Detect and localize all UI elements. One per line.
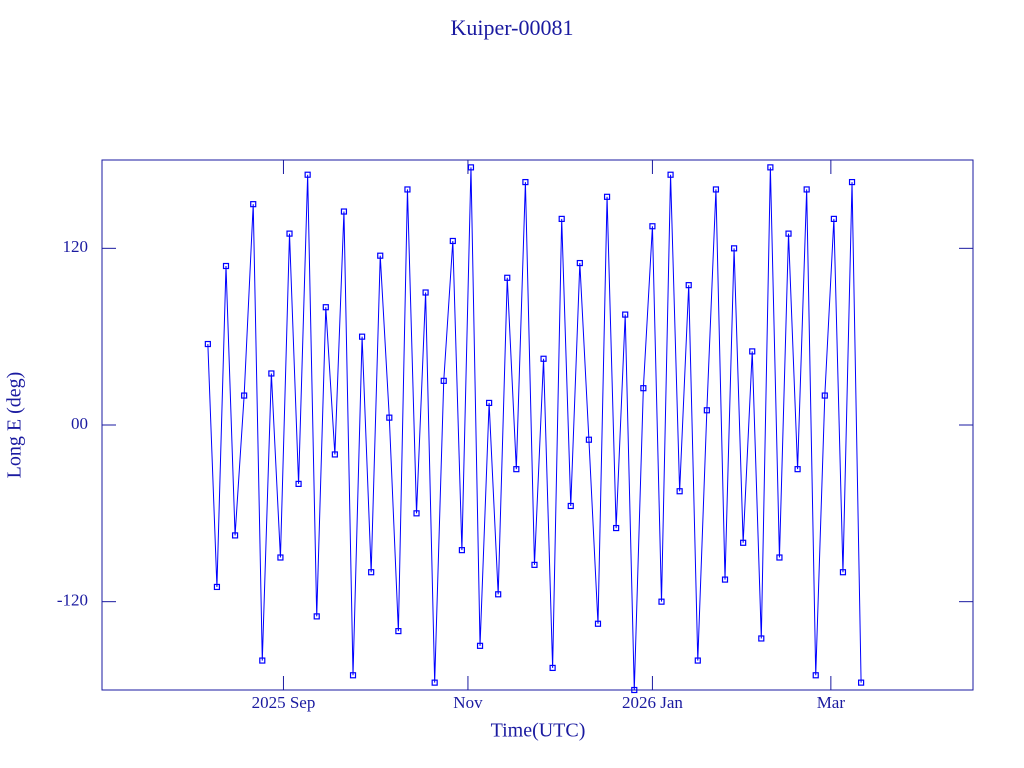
data-point xyxy=(358,333,366,340)
data-point xyxy=(495,591,502,598)
data-point xyxy=(567,502,574,510)
y-tick-label: 00 xyxy=(71,414,88,433)
data-point xyxy=(277,554,284,561)
data-point xyxy=(667,171,674,178)
data-point xyxy=(413,510,420,517)
data-point xyxy=(440,377,447,384)
data-point xyxy=(513,466,520,473)
data-point xyxy=(603,193,611,200)
y-tick-label: 120 xyxy=(63,237,89,256)
x-tick-label: 2026 Jan xyxy=(622,693,683,712)
data-line xyxy=(207,167,862,691)
data-point xyxy=(213,583,221,591)
data-point xyxy=(576,259,583,267)
data-point xyxy=(730,245,738,252)
data-point xyxy=(250,201,257,208)
data-point xyxy=(703,407,710,414)
data-point xyxy=(395,628,402,635)
data-point xyxy=(504,274,511,281)
data-point xyxy=(613,524,620,532)
data-point xyxy=(377,252,384,259)
y-axis-label: Long E (deg) xyxy=(4,372,26,479)
data-point xyxy=(476,642,484,649)
data-point xyxy=(349,672,357,679)
data-point xyxy=(749,348,756,355)
data-point xyxy=(295,480,302,487)
data-point xyxy=(222,262,230,270)
data-point xyxy=(431,679,438,686)
data-point xyxy=(268,370,275,377)
data-point xyxy=(531,561,538,568)
data-point xyxy=(467,164,475,171)
data-point xyxy=(858,679,865,686)
x-tick-label: 2025 Sep xyxy=(252,693,316,712)
data-point xyxy=(558,215,565,222)
data-point xyxy=(449,237,456,245)
data-point xyxy=(839,569,847,576)
x-axis-label: Time(UTC) xyxy=(491,720,586,742)
data-point xyxy=(259,657,266,664)
data-point xyxy=(304,171,311,178)
data-point xyxy=(812,672,819,679)
data-point xyxy=(549,664,556,672)
data-point xyxy=(386,414,393,421)
data-point xyxy=(204,340,211,348)
data-point xyxy=(721,576,729,583)
data-point xyxy=(830,215,837,222)
data-point xyxy=(522,178,529,186)
data-point xyxy=(712,186,720,193)
x-tick-label: Mar xyxy=(817,693,846,712)
data-point xyxy=(676,488,683,495)
data-point xyxy=(767,164,774,171)
chart-title: Kuiper-00081 xyxy=(451,15,574,40)
plot-frame xyxy=(101,159,974,691)
data-point xyxy=(404,186,411,193)
data-point xyxy=(322,304,329,311)
x-tick-label: Nov xyxy=(453,693,483,712)
data-point xyxy=(848,178,856,186)
data-point xyxy=(422,289,429,296)
data-point xyxy=(286,230,293,237)
data-point xyxy=(821,392,828,399)
data-point xyxy=(694,657,701,664)
data-point xyxy=(658,598,665,605)
data-point xyxy=(776,554,783,561)
data-point xyxy=(331,451,338,458)
y-tick-label: -120 xyxy=(57,591,88,610)
data-point xyxy=(594,620,602,627)
data-point xyxy=(622,311,629,318)
data-point xyxy=(458,547,465,554)
data-point xyxy=(794,466,801,473)
data-point xyxy=(241,392,248,399)
data-point xyxy=(486,399,493,407)
data-point xyxy=(231,532,239,539)
data-point xyxy=(803,186,810,193)
data-point xyxy=(740,539,747,546)
data-point xyxy=(631,686,638,694)
data-point xyxy=(785,230,792,237)
data-point xyxy=(685,282,692,289)
data-point xyxy=(340,208,348,215)
data-point xyxy=(758,635,765,642)
data-point xyxy=(540,355,547,362)
data-point xyxy=(368,569,375,576)
data-point xyxy=(313,613,320,620)
data-point xyxy=(640,385,647,392)
data-point xyxy=(585,436,593,443)
data-point xyxy=(649,223,656,230)
